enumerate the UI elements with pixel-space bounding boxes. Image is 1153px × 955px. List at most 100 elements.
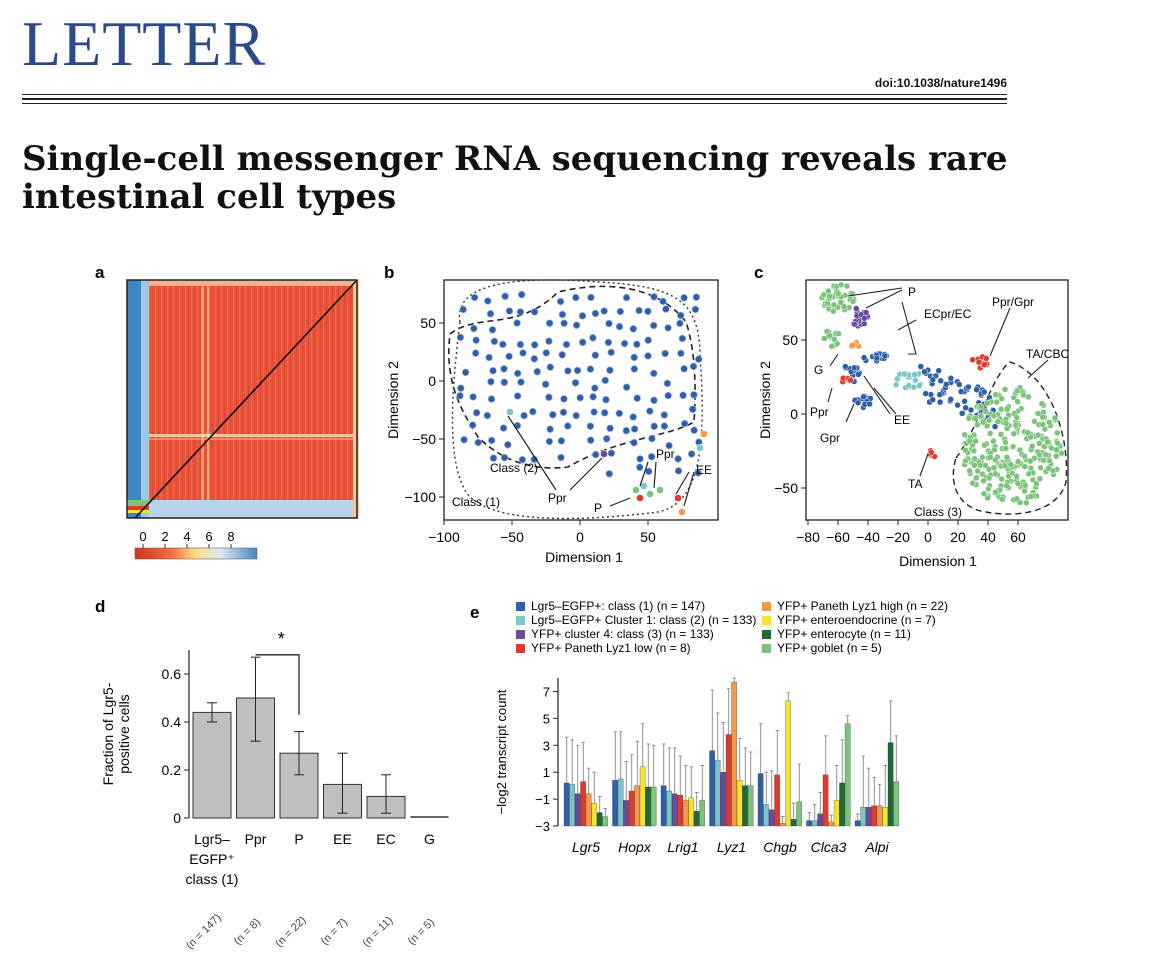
category-label: Lyz1 <box>717 839 746 855</box>
annotation-p: P <box>594 501 602 515</box>
scatter-point <box>489 366 497 375</box>
scatter-point <box>1021 487 1028 495</box>
n-label: (n = 11) <box>360 914 395 949</box>
legend-swatch <box>762 616 771 625</box>
scatter-point <box>680 365 688 373</box>
scatter-point <box>862 309 870 316</box>
scatter-point <box>664 324 672 332</box>
scatter-point <box>1036 451 1043 459</box>
scatter-point <box>1036 440 1043 447</box>
scatter-point <box>936 391 944 398</box>
scatter-point <box>564 422 572 430</box>
bar <box>585 793 592 827</box>
annotation-ppr-left: Ppr <box>548 491 567 505</box>
scatter-point <box>980 441 988 449</box>
scatter-point <box>835 330 842 337</box>
scatter-point <box>998 475 1005 483</box>
legend-swatch <box>762 644 771 653</box>
scatter-point <box>689 362 698 371</box>
scatter-point <box>1013 414 1021 421</box>
scatter-point <box>576 393 584 402</box>
panel-b-axes <box>443 279 719 521</box>
annotation-ppr: Ppr <box>810 405 829 419</box>
scatter-point <box>518 455 527 464</box>
bar <box>628 790 635 827</box>
scatter-point <box>973 474 980 481</box>
scatter-point <box>1027 493 1035 500</box>
scatter-point <box>472 408 481 417</box>
scatter-point <box>987 454 994 461</box>
scatter-point <box>504 440 512 449</box>
scatter-point <box>971 462 978 469</box>
scatter-point <box>513 392 522 400</box>
scatter-point <box>629 413 637 421</box>
annotation-ee: EE <box>696 463 712 477</box>
scatter-point <box>1025 393 1032 401</box>
scatter-point <box>694 469 702 477</box>
scatter-point <box>519 349 527 357</box>
scatter-point <box>636 494 644 502</box>
category-label: EGFP⁺ <box>189 851 235 867</box>
bar <box>591 802 597 827</box>
scatter-point <box>636 455 644 463</box>
scatter-point <box>1028 442 1036 450</box>
scatter-point <box>837 281 845 289</box>
scatter-point <box>980 490 988 497</box>
scatter-point <box>549 410 557 419</box>
journal-heading: LETTER <box>22 8 267 79</box>
scatter-point <box>969 479 977 487</box>
bar <box>693 811 700 827</box>
scatter-point <box>979 418 987 426</box>
scatter-point <box>607 348 615 357</box>
scatter-point <box>586 422 595 430</box>
scatter-point <box>485 353 493 362</box>
scatter-point <box>468 421 477 429</box>
bar <box>865 807 872 827</box>
bar <box>811 820 818 827</box>
scatter-point <box>1007 461 1015 468</box>
scatter-point <box>530 355 539 363</box>
legend-swatch <box>516 644 525 653</box>
scatter-point <box>990 437 997 445</box>
scatter-point <box>1013 473 1020 480</box>
bar <box>871 805 877 827</box>
annotation-ta: TA <box>908 477 922 491</box>
scatter-point <box>459 305 467 314</box>
category-label: EC <box>376 831 395 847</box>
panel-d-chart: d 0 0.2 0.4 0.6 Fraction of Lgr5-positive ce… <box>95 597 449 952</box>
bar <box>828 821 834 827</box>
scatter-point <box>947 396 955 403</box>
scatter-point <box>992 391 999 398</box>
scatter-point <box>826 292 833 300</box>
bar <box>768 809 775 827</box>
category-label: EE <box>333 831 352 847</box>
scatter-point <box>1042 451 1049 458</box>
scatter-point <box>1009 443 1017 450</box>
scatter-point <box>659 297 667 306</box>
scatter-point <box>935 367 942 374</box>
scatter-point <box>660 411 669 419</box>
bar <box>709 750 715 827</box>
panel-e-chart: e Lgr5–EGFP+: class (1) (n = 147)Lgr5–EG… <box>470 599 948 855</box>
scatter-point <box>928 449 935 456</box>
bar <box>699 800 705 827</box>
scatter-point <box>1054 429 1061 437</box>
scatter-point <box>644 467 653 476</box>
bar <box>563 782 570 827</box>
scatter-point <box>1027 457 1034 465</box>
x-tick-label: 0 <box>576 529 584 545</box>
scatter-point <box>546 425 554 433</box>
scatter-point <box>456 333 465 342</box>
scatter-point <box>457 384 465 392</box>
scatter-point <box>591 450 600 459</box>
category-label: Lgr5 <box>572 839 600 855</box>
legend-entry: YFP+ goblet (n = 5) <box>777 641 882 655</box>
scatter-point <box>860 393 867 401</box>
scatter-point <box>983 355 990 362</box>
annotation-ppr-right: Ppr <box>656 447 675 461</box>
scatter-point <box>545 319 554 327</box>
scatter-point <box>1021 463 1029 470</box>
scatter-point <box>942 381 950 388</box>
scatter-point <box>606 424 614 433</box>
bar <box>720 772 726 827</box>
